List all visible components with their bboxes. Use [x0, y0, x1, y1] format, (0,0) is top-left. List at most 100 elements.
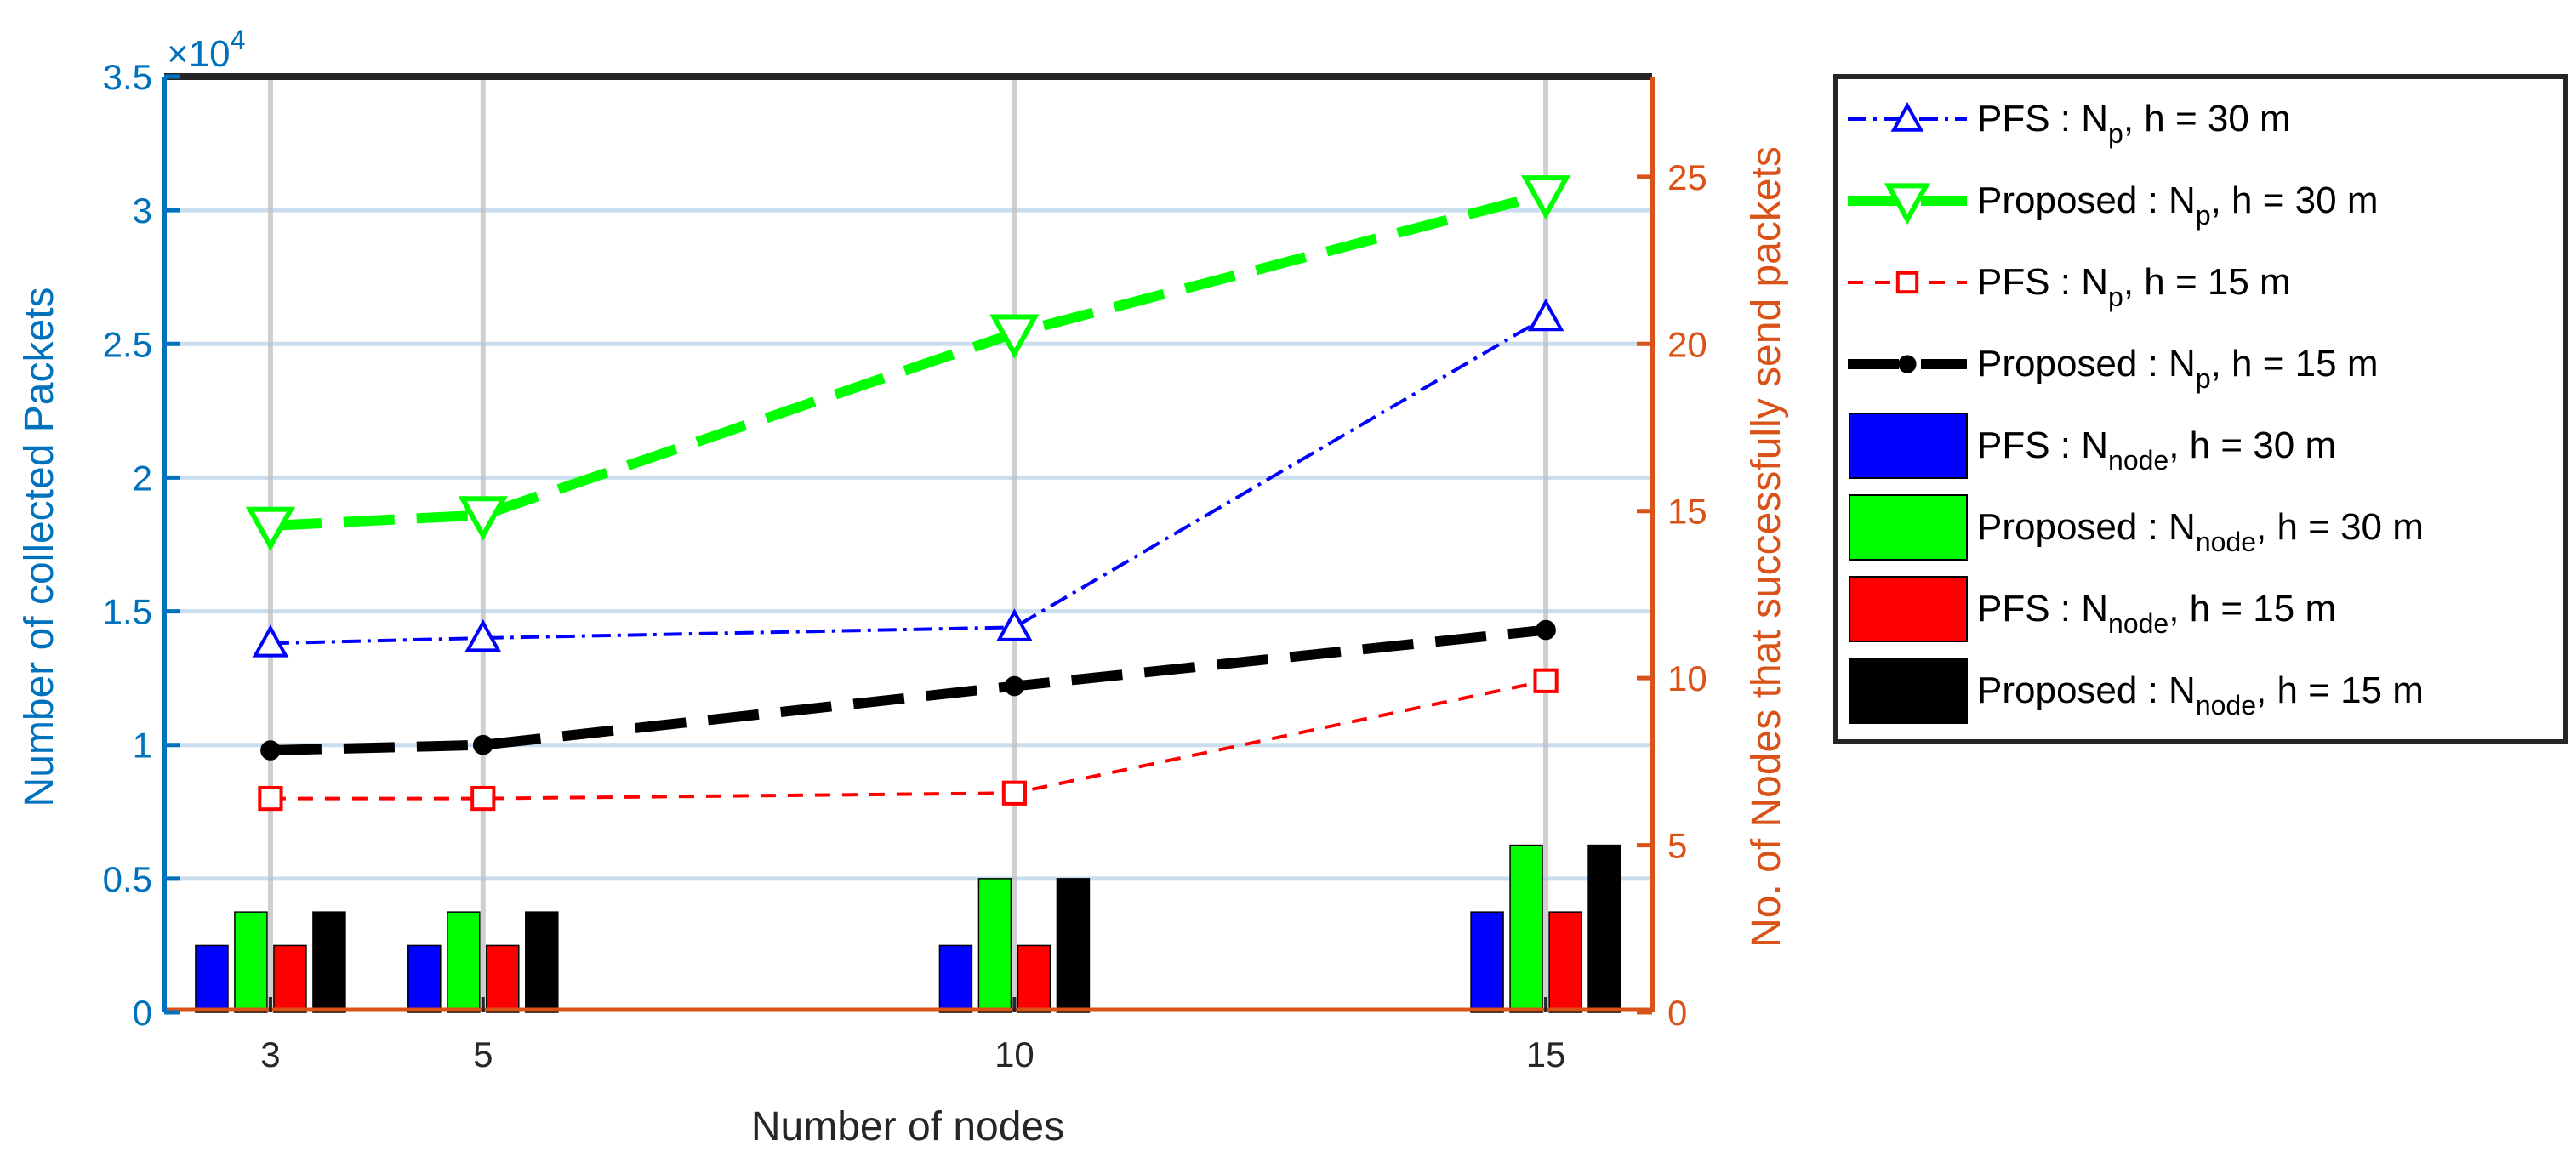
legend-entry-label: Proposed : Nnode, h = 30 m — [1977, 506, 2424, 557]
series-line — [270, 624, 1547, 755]
line-group — [245, 175, 1571, 812]
axes: 0 0.5 1 1.5 2 2.5 3 3.5 0 5 10 15 20 25 3 5 10 15 — [103, 57, 1707, 1074]
y-multiplier-exponent: 4 — [231, 25, 246, 55]
bar — [234, 911, 268, 1013]
y-tick-label-right: 25 — [1667, 157, 1707, 197]
legend-label-tail: , h = 15 m — [2123, 261, 2291, 303]
legend-label-tail: , h = 15 m — [2256, 669, 2424, 711]
bar — [1548, 911, 1582, 1013]
x-tick-label: 3 — [260, 1034, 280, 1074]
triangle-down-marker — [1884, 183, 1931, 225]
legend-bar-swatch — [1849, 576, 1968, 642]
y-tick-label-left: 0.5 — [103, 859, 152, 899]
legend-bar-swatch — [1849, 413, 1968, 479]
triangle-down-marker — [245, 506, 296, 552]
legend-label-sub: node — [2108, 608, 2169, 639]
y-tick-label-left: 2 — [133, 458, 152, 498]
triangle-up-marker — [464, 618, 502, 652]
y-tick-label-right: 0 — [1667, 993, 1687, 1033]
triangle-down-marker — [1520, 175, 1571, 220]
y-multiplier: ×104 — [167, 25, 245, 75]
bar — [1509, 844, 1543, 1013]
x-tick-label: 10 — [994, 1034, 1034, 1074]
legend-label-tail: , h = 30 m — [2211, 179, 2379, 221]
legend-entry-label: PFS : Np, h = 15 m — [1977, 261, 2291, 312]
legend-label-sub: p — [2196, 200, 2211, 231]
x-axis-label: Number of nodes — [751, 1104, 1064, 1149]
y-tick-label-left: 0 — [133, 993, 152, 1033]
circle-marker — [260, 740, 281, 761]
series-line — [270, 189, 1547, 531]
grid — [164, 77, 1652, 1012]
x-tick-label: 15 — [1526, 1034, 1566, 1074]
legend-label-main: PFS : N — [1977, 261, 2108, 303]
series-line — [270, 679, 1547, 801]
bar — [1470, 911, 1504, 1013]
triangle-down-marker — [989, 314, 1040, 359]
triangle-up-marker — [1527, 298, 1564, 332]
legend-label-tail: , h = 30 m — [2123, 98, 2291, 140]
triangle-up-marker — [996, 608, 1033, 641]
y-axis-label-left: Number of collected Packets — [17, 288, 62, 807]
series-line — [270, 316, 1547, 646]
legend-entry-label: PFS : Np, h = 30 m — [1977, 98, 2291, 149]
legend-entry-label: Proposed : Nnode, h = 15 m — [1977, 669, 2424, 721]
circle-marker — [472, 734, 493, 755]
triangle-up-marker — [252, 624, 289, 658]
y-tick-label-right: 10 — [1667, 658, 1707, 698]
bar — [447, 911, 481, 1013]
y-tick-label-right: 5 — [1667, 826, 1687, 866]
legend-label-main: PFS : N — [1977, 424, 2108, 466]
circle-marker — [1536, 619, 1556, 641]
legend-entry-label: Proposed : Np, h = 15 m — [1977, 343, 2379, 394]
bar — [312, 911, 346, 1013]
square-marker — [1533, 668, 1559, 693]
bar-group — [164, 844, 1652, 1013]
y-tick-label-right: 15 — [1667, 492, 1707, 532]
y-axis-label-right: No. of Nodes that successfully send pack… — [1744, 146, 1789, 948]
square-marker — [258, 785, 283, 812]
square-marker — [1895, 271, 1919, 294]
bar — [407, 944, 442, 1013]
bar — [1056, 878, 1091, 1013]
circle-marker — [1004, 675, 1025, 697]
legend-entry-label: PFS : Nnode, h = 30 m — [1977, 424, 2336, 476]
legend-bar-swatch — [1849, 658, 1968, 724]
bar — [195, 944, 229, 1013]
legend-label-main: Proposed : N — [1977, 179, 2196, 221]
y-tick-label-left: 1 — [133, 726, 152, 766]
legend-label-sub: node — [2108, 445, 2169, 476]
legend-label-sub: node — [2196, 690, 2256, 721]
triangle-up-marker — [1890, 101, 1924, 132]
legend-label-sub: node — [2196, 527, 2256, 557]
legend-label-sub: p — [2196, 363, 2211, 394]
square-marker — [470, 785, 496, 812]
y-tick-label-left: 2.5 — [103, 324, 152, 364]
legend-entry-label: PFS : Nnode, h = 15 m — [1977, 588, 2336, 639]
legend-label-main: Proposed : N — [1977, 506, 2196, 548]
y-tick-label-left: 3.5 — [103, 57, 152, 97]
circle-marker — [1898, 355, 1917, 373]
legend-entry-label: Proposed : Np, h = 30 m — [1977, 179, 2379, 231]
bar — [977, 878, 1012, 1013]
bar — [1017, 944, 1051, 1013]
legend-label-sub: p — [2108, 118, 2123, 149]
legend-label-main: Proposed : N — [1977, 343, 2196, 385]
bar — [525, 911, 559, 1013]
legend-label-tail: , h = 30 m — [2169, 424, 2336, 466]
bar — [273, 944, 307, 1013]
bar — [938, 944, 973, 1013]
legend-label-main: PFS : N — [1977, 588, 2108, 630]
legend-label-sub: p — [2108, 282, 2123, 312]
legend-label-tail: , h = 30 m — [2256, 506, 2424, 548]
y-multiplier-base: ×10 — [167, 33, 231, 75]
legend-bar-swatch — [1849, 494, 1968, 561]
legend-label-main: PFS : N — [1977, 98, 2108, 140]
triangle-down-marker — [458, 496, 508, 541]
legend-label-tail: , h = 15 m — [2169, 588, 2336, 630]
x-tick-label: 5 — [473, 1034, 493, 1074]
square-marker — [1001, 780, 1028, 806]
legend-label-main: Proposed : N — [1977, 669, 2196, 711]
legend-label-tail: , h = 15 m — [2211, 343, 2379, 385]
